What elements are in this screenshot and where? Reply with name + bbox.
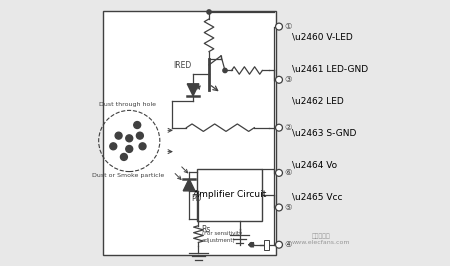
Text: Dust through hole: Dust through hole	[99, 102, 157, 107]
Text: \u2462 LED: \u2462 LED	[292, 97, 343, 106]
Text: Dust or Smoke particle: Dust or Smoke particle	[92, 173, 164, 178]
Circle shape	[110, 143, 117, 150]
Bar	[103, 11, 275, 255]
Text: 电子发烧友
www.elecfans.com: 电子发烧友 www.elecfans.com	[292, 233, 350, 246]
Text: ③: ③	[285, 75, 293, 84]
Circle shape	[275, 169, 283, 176]
Text: Amplifier Circuit: Amplifier Circuit	[193, 190, 266, 199]
Circle shape	[134, 122, 141, 128]
Text: ⑥: ⑥	[285, 168, 293, 177]
Text: (For sensitivity
adjustment): (For sensitivity adjustment)	[202, 231, 242, 243]
Bar	[264, 240, 269, 250]
Text: \u2460 V-LED: \u2460 V-LED	[292, 33, 352, 42]
Circle shape	[126, 146, 133, 152]
Text: \u2465 Vcc: \u2465 Vcc	[292, 192, 342, 201]
Text: \u2463 S-GND: \u2463 S-GND	[292, 128, 356, 138]
Circle shape	[139, 143, 146, 150]
Circle shape	[275, 76, 283, 83]
Circle shape	[136, 132, 144, 139]
Text: ①: ①	[285, 22, 293, 31]
Text: \u2461 LED-GND: \u2461 LED-GND	[292, 65, 368, 74]
Text: PD: PD	[192, 194, 202, 203]
Circle shape	[249, 243, 254, 247]
Text: ②: ②	[285, 123, 293, 132]
Text: Rs: Rs	[202, 225, 211, 234]
Circle shape	[115, 132, 122, 139]
Circle shape	[223, 68, 227, 73]
Circle shape	[126, 135, 133, 142]
Circle shape	[275, 124, 283, 131]
Text: IRED: IRED	[174, 61, 192, 70]
Polygon shape	[187, 84, 199, 96]
Text: ④: ④	[285, 240, 293, 249]
Circle shape	[275, 23, 283, 30]
Circle shape	[121, 153, 127, 160]
Text: \u2464 Vo: \u2464 Vo	[292, 160, 337, 169]
Polygon shape	[183, 179, 195, 191]
Circle shape	[207, 10, 211, 14]
Bar	[197, 169, 262, 221]
Circle shape	[275, 241, 283, 248]
Text: ⑤: ⑤	[285, 203, 293, 212]
Circle shape	[275, 204, 283, 211]
